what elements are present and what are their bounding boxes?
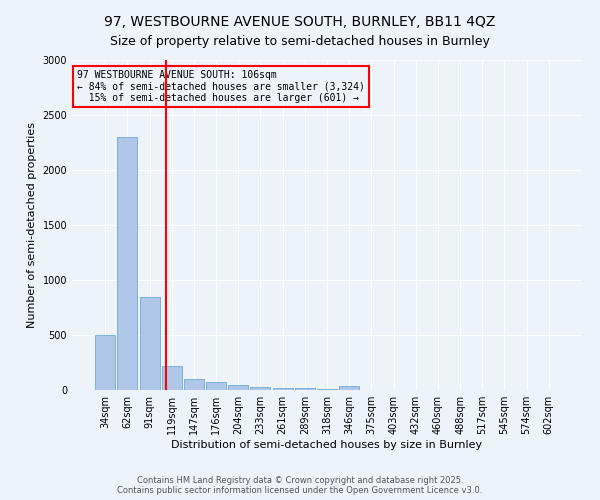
Y-axis label: Number of semi-detached properties: Number of semi-detached properties <box>27 122 37 328</box>
Bar <box>317 389 337 390</box>
Bar <box>295 388 315 390</box>
Bar <box>206 382 226 390</box>
Text: 97, WESTBOURNE AVENUE SOUTH, BURNLEY, BB11 4QZ: 97, WESTBOURNE AVENUE SOUTH, BURNLEY, BB… <box>104 15 496 29</box>
Text: Size of property relative to semi-detached houses in Burnley: Size of property relative to semi-detach… <box>110 35 490 48</box>
Bar <box>95 335 115 390</box>
Bar <box>184 379 204 390</box>
Text: Contains HM Land Registry data © Crown copyright and database right 2025.
Contai: Contains HM Land Registry data © Crown c… <box>118 476 482 495</box>
Bar <box>162 366 182 390</box>
Bar <box>118 137 137 390</box>
Bar <box>339 386 359 390</box>
X-axis label: Distribution of semi-detached houses by size in Burnley: Distribution of semi-detached houses by … <box>172 440 482 450</box>
Bar <box>140 296 160 390</box>
Bar <box>228 385 248 390</box>
Text: 97 WESTBOURNE AVENUE SOUTH: 106sqm
← 84% of semi-detached houses are smaller (3,: 97 WESTBOURNE AVENUE SOUTH: 106sqm ← 84%… <box>77 70 365 103</box>
Bar <box>272 388 293 390</box>
Bar <box>250 386 271 390</box>
